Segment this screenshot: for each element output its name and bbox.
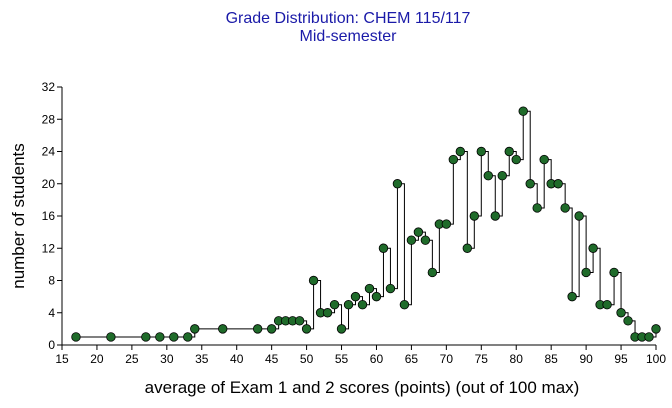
data-point: [448, 154, 459, 165]
data-point: [504, 146, 514, 157]
chart-title: Grade Distribution: CHEM 115/117: [226, 10, 471, 27]
data-point: [141, 332, 151, 342]
data-point: [266, 324, 277, 334]
data-point: [364, 283, 375, 294]
data-point: [560, 203, 570, 213]
x-tick-label: 55: [335, 352, 349, 366]
data-point: [623, 316, 633, 326]
data-point: [602, 299, 612, 310]
x-tick-label: 45: [265, 352, 279, 366]
y-tick-label: 4: [48, 306, 55, 320]
data-point: [469, 211, 480, 221]
y-tick-label: 0: [48, 338, 55, 352]
series-points: [71, 106, 661, 342]
data-point: [483, 170, 493, 181]
y-axis-ticks: 0 4 8 12 16 20 24 28 32: [42, 80, 62, 352]
data-point: [490, 211, 500, 221]
x-tick-label: 20: [90, 352, 104, 366]
data-point: [644, 332, 654, 342]
x-tick-label: 65: [405, 352, 419, 366]
data-point: [336, 324, 347, 334]
data-point: [567, 291, 577, 302]
data-point: [441, 219, 452, 229]
data-point: [329, 299, 340, 310]
data-point: [518, 106, 528, 116]
x-tick-label: 80: [510, 352, 524, 366]
data-point: [169, 332, 179, 342]
data-point: [385, 283, 396, 294]
data-point: [476, 146, 486, 157]
x-tick-label: 60: [370, 352, 384, 366]
x-tick-label: 30: [160, 352, 174, 366]
data-point: [343, 299, 354, 310]
data-point: [574, 211, 584, 221]
x-tick-label: 15: [55, 352, 69, 366]
x-tick-label: 95: [614, 352, 628, 366]
data-point: [294, 316, 305, 326]
data-point: [532, 203, 542, 213]
data-point: [399, 299, 410, 310]
data-point: [588, 243, 598, 253]
data-point: [183, 332, 193, 342]
data-point: [392, 179, 403, 189]
data-point: [71, 332, 81, 342]
data-point: [497, 170, 507, 181]
x-tick-label: 35: [195, 352, 209, 366]
x-tick-label: 90: [579, 352, 593, 366]
y-axis-label: number of students: [9, 143, 28, 289]
data-point: [553, 179, 563, 189]
x-tick-label: 75: [475, 352, 489, 366]
data-point: [106, 332, 116, 342]
data-point: [308, 275, 319, 286]
data-point: [511, 154, 521, 165]
data-point: [539, 154, 549, 165]
x-axis-label: average of Exam 1 and 2 scores (points) …: [145, 378, 580, 397]
y-tick-label: 24: [42, 145, 56, 159]
data-point: [378, 243, 389, 253]
data-point: [218, 324, 228, 334]
data-point: [357, 299, 368, 310]
data-point: [190, 324, 200, 334]
data-point: [420, 235, 431, 245]
data-point: [322, 308, 333, 318]
x-tick-label: 70: [440, 352, 454, 366]
data-point: [371, 291, 382, 302]
data-point: [427, 267, 438, 278]
x-axis-ticks: 15 20 25 30 35 40 45 50 55 60 65 70 75 80 85 90 95 100: [55, 345, 666, 366]
y-tick-label: 12: [42, 241, 56, 255]
data-point: [525, 179, 535, 189]
data-point: [252, 324, 263, 334]
data-point: [462, 243, 473, 253]
x-tick-label: 85: [544, 352, 558, 366]
data-point: [616, 308, 626, 318]
data-point: [406, 235, 417, 245]
data-point: [413, 227, 424, 237]
chart-subtitle: Mid-semester: [300, 28, 398, 45]
x-tick-label: 40: [230, 352, 244, 366]
y-tick-label: 8: [48, 274, 55, 288]
x-tick-label: 25: [125, 352, 139, 366]
y-tick-label: 20: [42, 177, 56, 191]
data-point: [609, 267, 619, 278]
data-point: [581, 267, 591, 278]
x-tick-label: 100: [646, 352, 666, 366]
x-tick-label: 50: [300, 352, 314, 366]
data-point: [350, 291, 361, 302]
y-tick-label: 16: [42, 209, 56, 223]
y-tick-label: 28: [42, 112, 56, 126]
y-tick-label: 32: [42, 80, 56, 94]
data-point: [651, 324, 661, 334]
data-point: [301, 324, 312, 334]
data-point: [155, 332, 165, 342]
data-point: [455, 146, 466, 157]
